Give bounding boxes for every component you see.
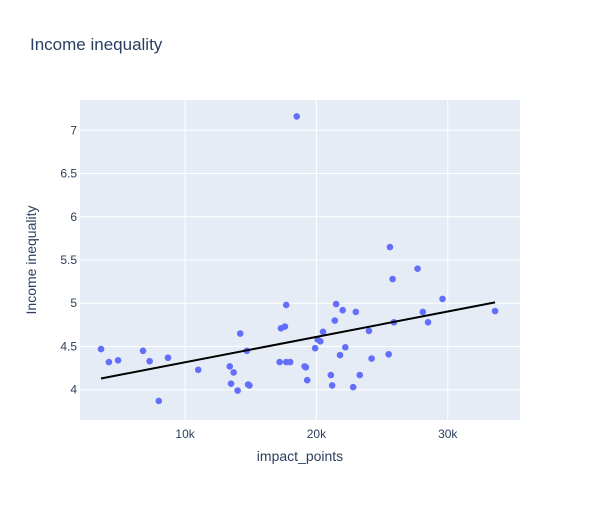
chart-title: Income inequality bbox=[30, 35, 163, 54]
data-point bbox=[491, 307, 499, 315]
y-axis-title: Income inequality bbox=[23, 206, 39, 315]
data-points bbox=[97, 113, 499, 405]
data-point bbox=[352, 308, 360, 316]
data-point bbox=[155, 397, 163, 405]
data-point bbox=[349, 383, 357, 391]
data-point bbox=[293, 113, 301, 120]
data-point bbox=[236, 330, 244, 337]
data-point bbox=[227, 380, 235, 387]
x-axis-title: impact_points bbox=[257, 448, 343, 464]
data-point bbox=[389, 275, 396, 283]
data-point bbox=[365, 327, 373, 335]
x-tick-label: 20k bbox=[307, 427, 327, 441]
data-point bbox=[311, 344, 319, 352]
data-point bbox=[234, 387, 241, 394]
data-point bbox=[226, 363, 234, 370]
data-point bbox=[331, 317, 339, 324]
data-point bbox=[194, 366, 202, 374]
data-point bbox=[414, 265, 421, 272]
grid-lines bbox=[80, 100, 520, 420]
data-point bbox=[230, 369, 237, 376]
x-tick-label: 10k bbox=[175, 427, 195, 441]
data-point bbox=[327, 371, 335, 379]
data-point bbox=[286, 358, 294, 366]
data-point bbox=[336, 351, 344, 359]
data-point bbox=[114, 357, 122, 364]
y-tick-label: 6 bbox=[70, 210, 77, 224]
data-point bbox=[356, 371, 364, 379]
trendline bbox=[100, 301, 496, 380]
data-point bbox=[97, 345, 105, 353]
data-point bbox=[282, 301, 290, 309]
data-point bbox=[146, 357, 153, 365]
data-point bbox=[139, 347, 147, 355]
data-point bbox=[439, 295, 446, 303]
data-point bbox=[317, 337, 324, 345]
data-point bbox=[332, 300, 340, 308]
data-point bbox=[424, 318, 432, 326]
data-point bbox=[419, 308, 427, 316]
y-tick-label: 7 bbox=[70, 123, 77, 137]
data-point bbox=[386, 243, 394, 251]
data-point bbox=[319, 328, 327, 336]
trendline-group bbox=[100, 301, 496, 380]
data-point bbox=[276, 358, 283, 366]
y-tick-label: 4 bbox=[70, 383, 77, 397]
data-point bbox=[385, 350, 392, 358]
data-point bbox=[164, 354, 172, 362]
y-tick-label: 4.5 bbox=[60, 339, 77, 353]
y-tick-label: 5.5 bbox=[60, 253, 77, 267]
tick-labels: 10k 20k 30k 4 4.5 5 5.5 6 6.5 7 bbox=[60, 123, 458, 441]
data-point bbox=[339, 306, 346, 314]
data-point bbox=[368, 355, 375, 362]
data-point bbox=[105, 358, 113, 366]
data-point bbox=[281, 323, 289, 330]
data-point bbox=[342, 344, 349, 351]
data-point bbox=[302, 363, 310, 371]
data-point bbox=[246, 382, 253, 389]
y-tick-label: 6.5 bbox=[60, 167, 77, 181]
y-tick-label: 5 bbox=[70, 296, 77, 310]
data-point bbox=[303, 376, 311, 384]
data-point bbox=[328, 382, 336, 389]
x-tick-label: 30k bbox=[438, 427, 458, 441]
